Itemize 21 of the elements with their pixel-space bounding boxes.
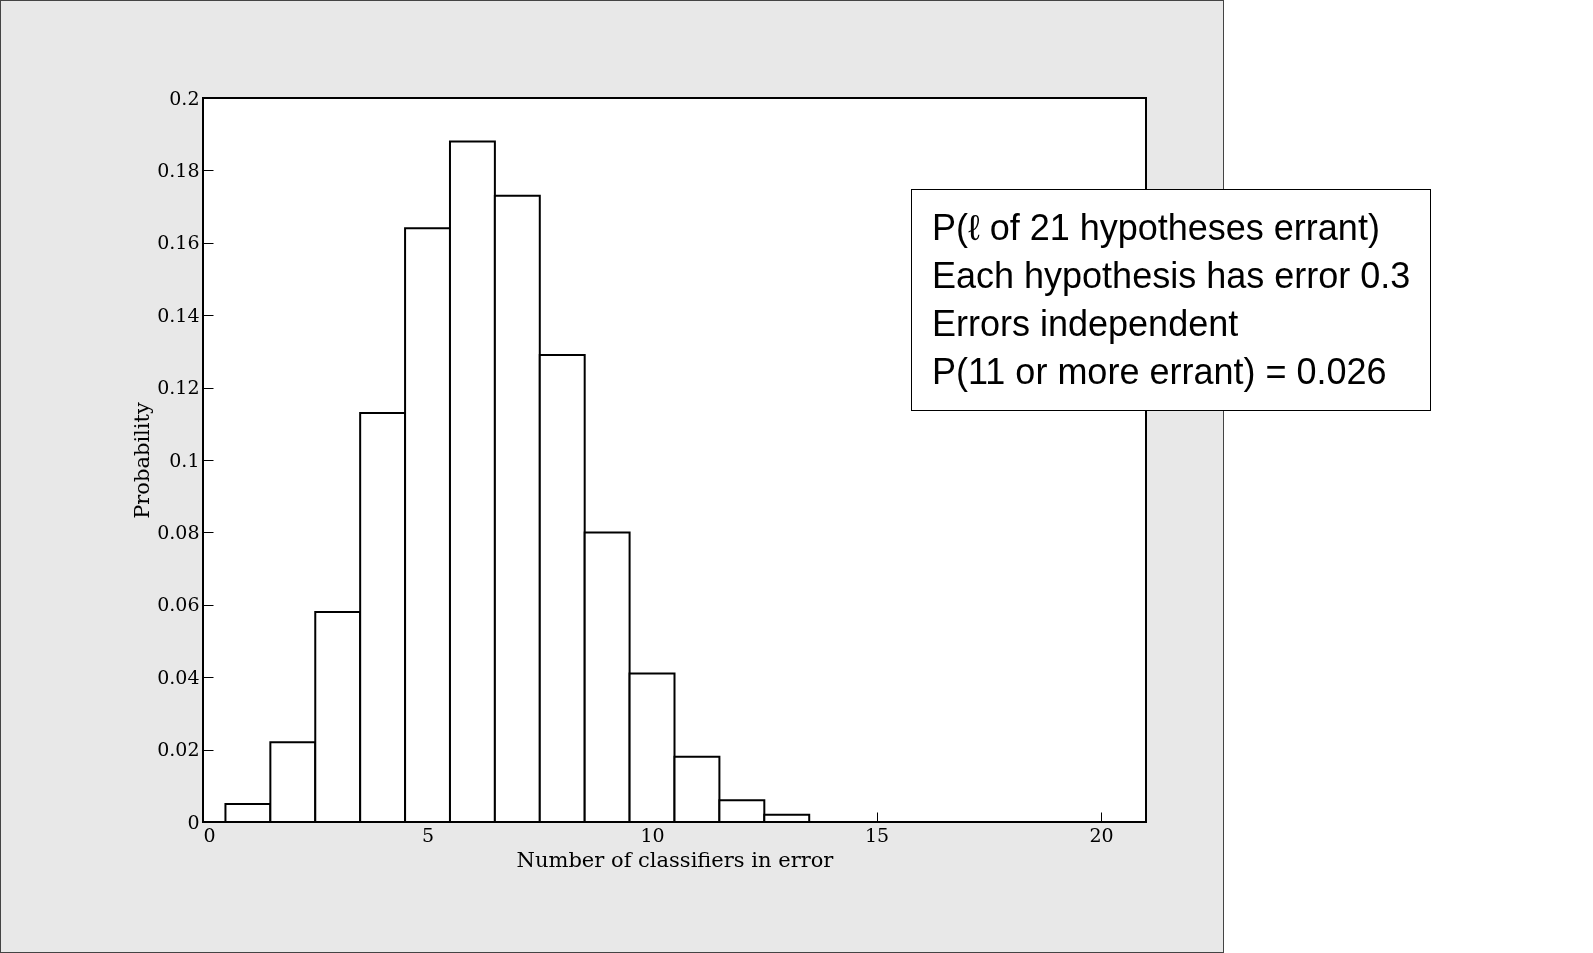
y-tick-label: 0.1 <box>169 448 200 471</box>
x-tick-label: 20 <box>1089 823 1114 846</box>
x-tick-label: 5 <box>421 823 435 846</box>
y-tick-label: 0.04 <box>157 665 200 688</box>
y-tick-label: 0.2 <box>169 86 200 109</box>
y-tick-label: 0.12 <box>157 376 200 399</box>
annotation: P(11 or more errant) = 0.026 <box>932 350 1388 394</box>
y-tick-label: 0.18 <box>157 158 200 181</box>
y-tick-label: 0.16 <box>157 231 200 254</box>
y-tick-label: 0.14 <box>157 303 200 326</box>
y-axis-title: Probability <box>130 402 155 519</box>
x-axis-title: Number of classifiers in error <box>516 847 835 872</box>
annotation: Errors independent <box>932 302 1240 346</box>
x-tick-label: 0 <box>203 823 216 846</box>
x-tick-label: 10 <box>640 823 665 846</box>
y-tick-label: 0.06 <box>157 593 200 616</box>
annotation: P(ℓ of 21 hypotheses errant) <box>932 206 1381 250</box>
y-tick-label: 0.02 <box>157 738 200 761</box>
y-tick-label: 0.08 <box>157 520 200 543</box>
annotation: Each hypothesis has error 0.3 <box>932 254 1411 298</box>
x-tick-label: 15 <box>864 823 890 846</box>
